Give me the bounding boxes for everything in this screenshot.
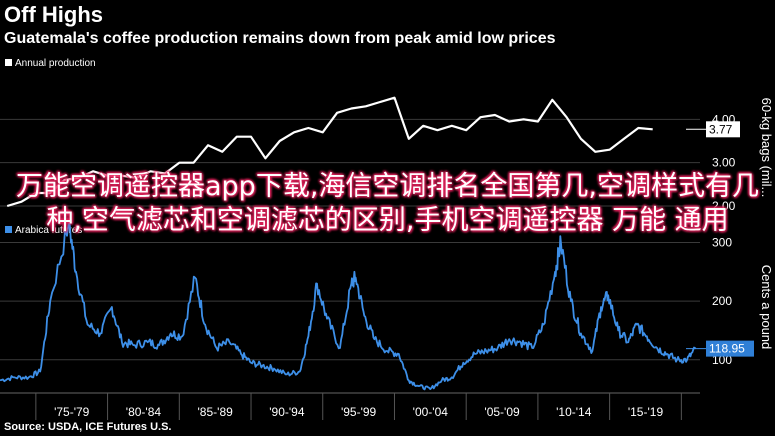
futures-line [0,221,697,391]
legend-label: Annual production [15,58,96,69]
y-tick-label: 2.00 [712,199,736,213]
legend-swatch [5,59,12,66]
legend-swatch [5,226,12,233]
chart-title: Off Highs [4,2,103,27]
y-tick-label: 3.00 [712,156,736,170]
legend-label: Arabica futures [15,225,82,236]
x-tick-label: '95-'99 [341,405,377,419]
y-tick-label: 200 [712,294,732,308]
x-tick-label: '90-'94 [269,405,305,419]
production-line [6,96,653,208]
last-value-badge [706,121,740,138]
last-value-badge [706,340,754,357]
y-axis-label: Cents a pound [759,265,774,350]
x-tick-label: '75-'79 [54,405,90,419]
y-tick-label: 300 [712,236,732,250]
last-value-label: 3.77 [709,122,733,136]
last-value-label: 118.95 [709,342,745,356]
y-axis-label: 60-kg bags (mil... [759,98,774,198]
x-tick-label: '85-'89 [198,405,234,419]
x-tick-label: '15-'19 [628,405,664,419]
chart-subtitle: Guatemala's coffee production remains do… [4,30,556,47]
x-tick-label: '05-'09 [484,405,520,419]
source-note: Source: USDA, ICE Futures U.S. [4,421,172,433]
x-tick-label: '10-'14 [556,405,592,419]
x-tick-label: '00-'04 [413,405,449,419]
x-tick-label: '80-'84 [126,405,162,419]
